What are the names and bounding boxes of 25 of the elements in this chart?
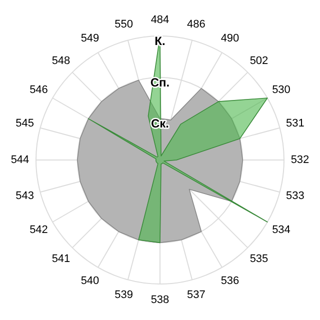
spoke-label: 540 <box>80 275 100 288</box>
spoke-label: 530 <box>272 84 290 96</box>
spoke-label: 484 <box>150 14 170 26</box>
spoke-label: 542 <box>30 224 48 236</box>
spoke-label: 532 <box>290 154 310 166</box>
spoke-label: 549 <box>80 32 100 45</box>
spoke-label: 539 <box>114 289 133 302</box>
spoke-label: 537 <box>187 289 206 302</box>
spoke-label: 538 <box>150 294 170 306</box>
y-tick-label: Ск. <box>150 116 170 131</box>
spoke-label: 502 <box>250 54 268 67</box>
spoke-label: 534 <box>272 224 290 236</box>
spoke-label: 550 <box>114 18 133 31</box>
spoke-label: 543 <box>16 190 34 202</box>
spoke-label: 486 <box>187 18 206 31</box>
spoke-label: 535 <box>250 252 268 265</box>
spoke-label: 548 <box>52 54 70 67</box>
spoke-label: 546 <box>30 84 48 96</box>
spoke-label: 541 <box>52 252 70 265</box>
spoke-label: 490 <box>220 32 240 45</box>
spoke-label: 533 <box>286 190 304 202</box>
spoke-label: 536 <box>220 275 240 288</box>
spoke-label: 545 <box>16 118 34 130</box>
spoke-label: 544 <box>10 154 30 166</box>
spoke-label: 531 <box>286 118 304 130</box>
